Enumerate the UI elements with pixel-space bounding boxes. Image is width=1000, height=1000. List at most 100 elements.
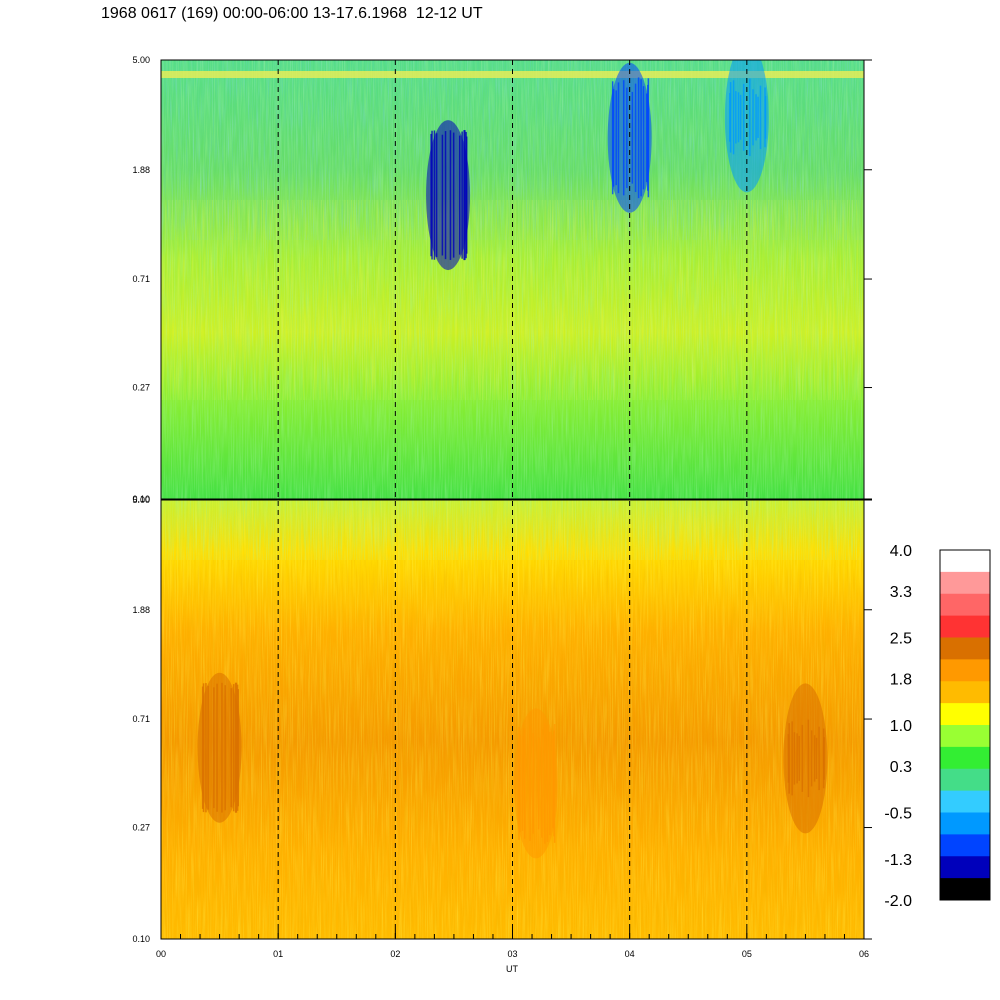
- colorbar-swatch: [940, 615, 990, 638]
- y-tick-label: 0.71: [132, 274, 150, 284]
- bottom-panel-texture-orange: [161, 560, 864, 939]
- colorbar-frame: [939, 549, 991, 901]
- y-tick-label: 5.00: [132, 495, 150, 505]
- x-tick-label: 00: [156, 949, 166, 959]
- feature-streak: [205, 683, 207, 813]
- feature-streak: [230, 688, 233, 808]
- x-tick-label: 01: [273, 949, 283, 959]
- colorbar-swatch: [940, 681, 990, 704]
- colorbar-swatch: [940, 768, 990, 792]
- top-panel-features: [426, 60, 769, 271]
- colorbar-label: -2.0: [884, 893, 912, 910]
- feature-streak: [732, 80, 735, 155]
- feature-streak: [787, 734, 790, 783]
- panel-feature: [197, 672, 242, 823]
- feature-streak: [617, 82, 620, 194]
- feature-streak: [544, 723, 546, 844]
- feature-streak: [788, 723, 790, 794]
- bottom-panel-features: [197, 672, 828, 859]
- y-tick-label: 0.27: [132, 823, 150, 833]
- x-tick-label: 06: [859, 949, 869, 959]
- feature-streak: [801, 724, 804, 792]
- feature-streak: [465, 136, 468, 254]
- feature-streak: [739, 94, 742, 140]
- colorbar-label: 2.5: [890, 631, 912, 648]
- feature-streak: [755, 94, 757, 141]
- feature-streak: [637, 77, 640, 199]
- feature-streak: [521, 736, 524, 831]
- feature-streak: [729, 82, 732, 153]
- feature-streak: [647, 78, 650, 198]
- colorbar-swatch: [940, 659, 990, 682]
- y-tick-label: 5.00: [132, 55, 150, 65]
- feature-streak: [441, 134, 444, 256]
- feature-streak: [234, 682, 237, 813]
- colorbar-swatch: [940, 790, 990, 813]
- feature-streak: [626, 87, 628, 189]
- colorbar-swatch: [940, 746, 990, 770]
- colorbar-label: 4.0: [890, 543, 912, 560]
- feature-streak: [221, 682, 223, 813]
- feature-streak: [532, 733, 534, 834]
- colorbar-swatch: [940, 703, 990, 726]
- feature-streak: [464, 130, 466, 261]
- feature-streak: [207, 685, 209, 810]
- colorbar-swatch: [940, 812, 990, 835]
- feature-streak: [237, 689, 239, 807]
- feature-streak: [444, 131, 447, 260]
- feature-streak: [235, 682, 238, 813]
- feature-streak: [232, 684, 235, 812]
- colorbar-swatch: [940, 637, 990, 660]
- feature-streak: [433, 130, 436, 260]
- feature-blob: [783, 683, 828, 834]
- x-axis-ticks: 00 01 02 03 04 05 06: [156, 929, 869, 959]
- x-tick-label: 02: [390, 949, 400, 959]
- y-tick-label: 0.10: [132, 934, 150, 944]
- feature-streak: [742, 83, 745, 151]
- feature-streak: [612, 88, 615, 187]
- x-tick-label: 05: [742, 949, 752, 959]
- feature-streak: [452, 132, 455, 258]
- y-tick-label: 0.71: [132, 714, 150, 724]
- colorbar-swatch: [940, 725, 990, 748]
- colorbar-swatch: [940, 550, 990, 573]
- feature-streak: [622, 80, 625, 196]
- y-tick-label: 1.88: [132, 165, 150, 175]
- feature-streak: [823, 737, 825, 780]
- colorbar-swatch: [940, 571, 990, 595]
- colorbar-label: 1.8: [890, 671, 912, 688]
- feature-streak: [810, 730, 813, 787]
- feature-streak: [529, 725, 531, 841]
- chart-title: 1968 0617 (169) 00:00-06:00 13-17.6.1968…: [101, 5, 483, 22]
- colorbar-label: 3.3: [890, 584, 912, 601]
- feature-streak: [537, 737, 540, 830]
- dashed-hour-lines: [277, 60, 748, 939]
- feature-streak: [518, 726, 520, 840]
- panel-feature: [513, 708, 558, 859]
- feature-streak: [642, 86, 645, 190]
- feature-streak: [431, 130, 433, 260]
- y-tick-label: 1.88: [132, 605, 150, 615]
- feature-streak: [729, 92, 731, 142]
- feature-streak: [645, 93, 648, 183]
- feature-streak: [615, 90, 617, 186]
- feature-streak: [611, 81, 614, 195]
- feature-streak: [640, 79, 642, 197]
- feature-streak: [631, 91, 634, 184]
- feature-streak: [634, 83, 637, 192]
- feature-streak: [818, 726, 820, 791]
- colorbar-swatch: [940, 834, 990, 857]
- colorbar: 4.0 3.3 2.5 1.8 1.0 0.3 -0.5 -1.3 -2.0: [884, 543, 991, 910]
- feature-streak: [749, 78, 751, 157]
- colorbar-swatch: [940, 593, 990, 617]
- colorbar-label: -0.5: [884, 806, 912, 823]
- feature-streak: [541, 729, 543, 838]
- feature-streak: [752, 89, 754, 146]
- feature-streak: [735, 91, 737, 144]
- feature-streak: [793, 732, 796, 785]
- feature-streak: [213, 687, 215, 809]
- colorbar-label: 1.0: [890, 718, 912, 735]
- colorbar-swatch: [940, 878, 990, 901]
- colorbar-swatch: [940, 856, 990, 879]
